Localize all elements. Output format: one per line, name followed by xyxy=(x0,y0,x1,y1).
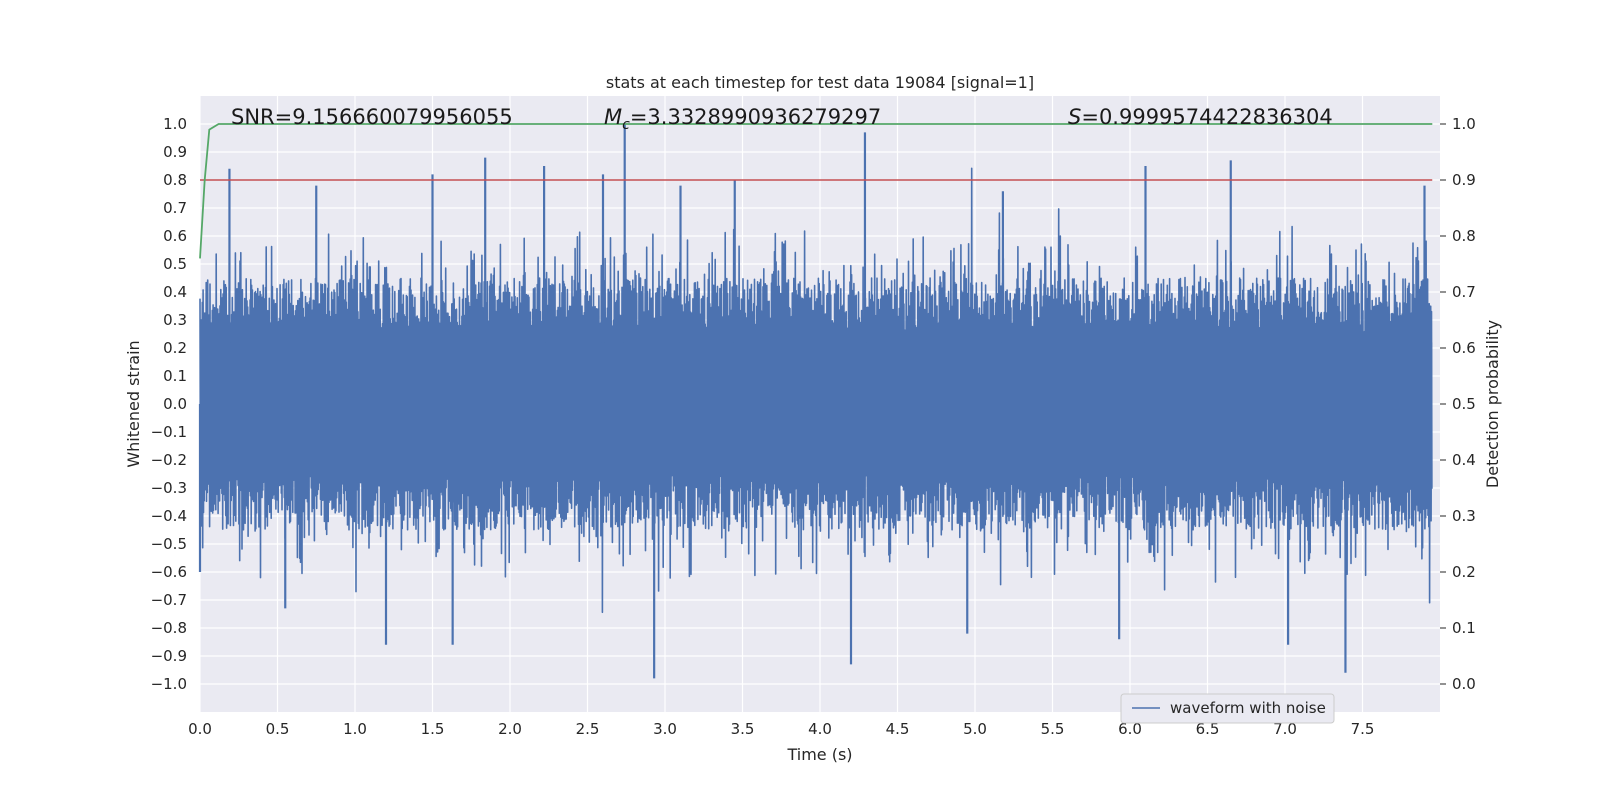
x-tick-label: 4.0 xyxy=(808,720,832,738)
waveform-series xyxy=(198,124,1433,679)
y2-tick-label: 1.0 xyxy=(1452,115,1476,133)
y2-axis-label: Detection probability xyxy=(1483,320,1502,488)
x-axis-label: Time (s) xyxy=(786,745,852,764)
x-tick-label: 3.5 xyxy=(731,720,755,738)
legend: waveform with noise xyxy=(1120,693,1335,724)
y-tick-label: 0.8 xyxy=(163,171,187,189)
x-tick-label: 2.5 xyxy=(576,720,600,738)
x-tick-label: 1.0 xyxy=(343,720,367,738)
y2-tick-label: 0.2 xyxy=(1452,563,1476,581)
y-tick-label: 0.4 xyxy=(163,283,187,301)
x-tick-label: 6.5 xyxy=(1196,720,1220,738)
snr-annotation: SNR=9.156660079956055 xyxy=(231,105,513,129)
y2-tick-label: 0.7 xyxy=(1452,283,1476,301)
y-tick-label: −0.4 xyxy=(151,507,187,525)
x-tick-label: 6.0 xyxy=(1118,720,1142,738)
y-tick-label: −0.8 xyxy=(151,619,187,637)
probability-series xyxy=(199,123,1433,259)
y-tick-label: −0.5 xyxy=(151,535,187,553)
y2-tick-label: 0.6 xyxy=(1452,339,1476,357)
y-tick-label: −1.0 xyxy=(151,675,187,693)
x-ticks: 0.0 0.5 1.0 1.5 2.0 2.5 3.0 3.5 4.0 4.5 5.0 5.5 6.0 6… xyxy=(188,720,1374,738)
y-tick-label: 0.2 xyxy=(163,339,187,357)
y2-tick-label: 0.4 xyxy=(1452,451,1476,469)
y2-tick-label: 0.0 xyxy=(1452,675,1476,693)
y2-tick-label: 0.8 xyxy=(1452,227,1476,245)
y-tick-label: 0.7 xyxy=(163,199,187,217)
y-tick-label: 0.9 xyxy=(163,143,187,161)
y-tick-label: 1.0 xyxy=(163,115,187,133)
chart-title: stats at each timestep for test data 190… xyxy=(606,73,1034,92)
x-tick-label: 7.0 xyxy=(1273,720,1297,738)
legend-label: waveform with noise xyxy=(1170,699,1326,717)
detection-stat-annotation: S=0.9999574422836304 xyxy=(1068,105,1333,129)
legend-box xyxy=(1120,693,1335,724)
x-tick-label: 5.5 xyxy=(1041,720,1065,738)
probability-line xyxy=(199,123,1433,259)
y2-tick-label: 0.3 xyxy=(1452,507,1476,525)
y2-tick-label: 0.5 xyxy=(1452,395,1476,413)
x-tick-label: 0.0 xyxy=(188,720,212,738)
y-tick-label: −0.3 xyxy=(151,479,187,497)
y2-tick-label: 0.9 xyxy=(1452,171,1476,189)
y-tick-label: 0.1 xyxy=(163,367,187,385)
y-tick-label: −0.2 xyxy=(151,451,187,469)
x-tick-label: 1.5 xyxy=(421,720,445,738)
y2-ticks: 1.0 0.9 0.8 0.7 0.6 0.5 0.4 0.3 0.2 0.1 0.0 xyxy=(1440,115,1476,693)
y-tick-label: −0.1 xyxy=(151,423,187,441)
y-tick-label: 0.0 xyxy=(163,395,187,413)
x-tick-label: 4.5 xyxy=(886,720,910,738)
x-tick-label: 2.0 xyxy=(498,720,522,738)
y-tick-label: 0.5 xyxy=(163,255,187,273)
y-tick-label: −0.6 xyxy=(151,563,187,581)
x-tick-label: 3.0 xyxy=(653,720,677,738)
y-tick-label: −0.9 xyxy=(151,647,187,665)
y2-tick-label: 0.1 xyxy=(1452,619,1476,637)
y-axis-label: Whitened strain xyxy=(124,340,143,467)
x-tick-label: 7.5 xyxy=(1351,720,1375,738)
y-tick-label: 0.6 xyxy=(163,227,187,245)
chirp-mass-annotation: Mc=3.3328990936279297 xyxy=(604,105,881,133)
y-tick-label: 0.3 xyxy=(163,311,187,329)
x-tick-label: 0.5 xyxy=(266,720,290,738)
waveform-core xyxy=(200,342,1433,460)
y-tick-label: −0.7 xyxy=(151,591,187,609)
x-tick-label: 5.0 xyxy=(963,720,987,738)
y-ticks: 1.0 0.9 0.8 0.7 0.6 0.5 0.4 0.3 0.2 0.1 0.0 −0.1 −0.… xyxy=(151,115,187,693)
